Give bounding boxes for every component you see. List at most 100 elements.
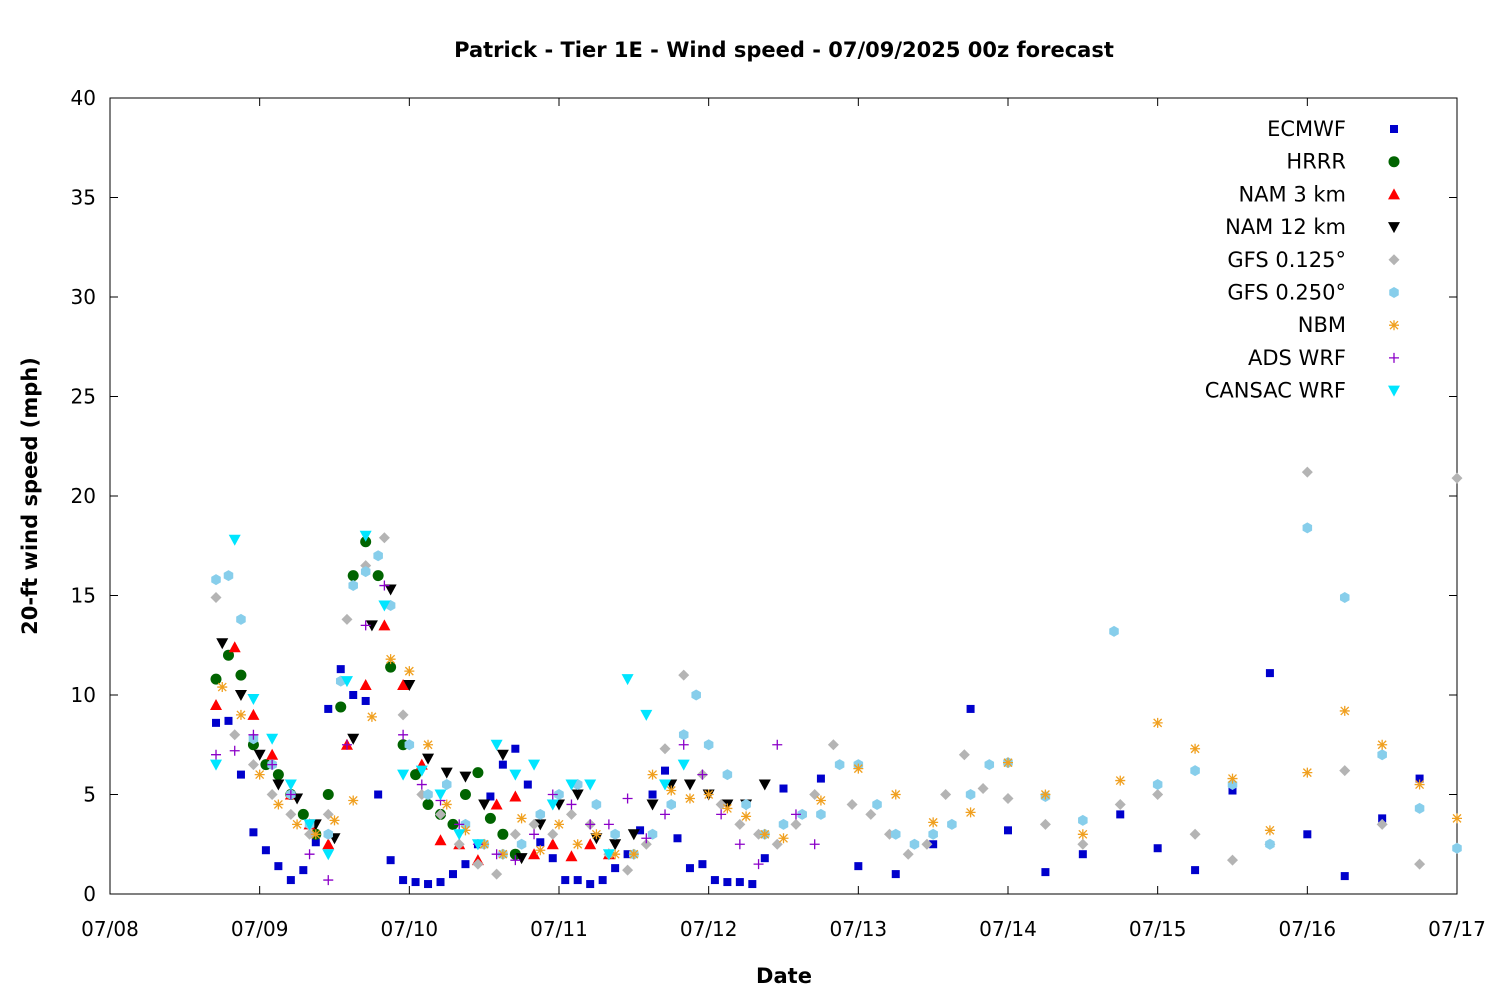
data-point-ecmwf — [1116, 810, 1125, 819]
y-tick-label: 40 — [71, 86, 96, 110]
data-point-cansac-wrf — [303, 819, 316, 831]
data-point-ads-wrf — [248, 729, 259, 740]
data-point-ecmwf — [735, 878, 744, 887]
data-point-ads-wrf — [454, 819, 465, 830]
data-point-cansac-wrf — [677, 759, 690, 771]
data-point-ecmwf — [436, 878, 445, 887]
data-point-cansac-wrf — [434, 789, 447, 801]
data-point-ecmwf — [760, 854, 769, 863]
data-point-ads-wrf — [790, 809, 801, 820]
y-axis-ticks: 0 5 10 15 20 25 30 35 40 — [71, 86, 1457, 906]
legend-label: ADS WRF — [1248, 346, 1346, 370]
data-point-ecmwf — [424, 880, 433, 889]
data-point-cansac-wrf — [340, 676, 353, 688]
data-point-cansac-wrf — [602, 849, 615, 861]
data-point-ecmwf — [636, 826, 645, 835]
data-point-ecmwf — [261, 846, 270, 855]
data-point-gfs-0-250 — [554, 789, 564, 800]
data-point-nam-12-km — [496, 749, 509, 761]
series-ecmwf — [212, 665, 1424, 889]
data-point-hrrr — [372, 570, 384, 582]
y-axis-label: 20-ft wind speed (mph) — [18, 357, 42, 635]
data-point-gfs-0-125 — [865, 808, 877, 820]
data-point-hrrr — [297, 808, 309, 820]
data-point-nbm — [554, 819, 564, 830]
legend-marker — [1388, 188, 1400, 200]
data-point-ecmwf — [698, 860, 707, 869]
data-point-nbm — [928, 817, 939, 828]
data-point-nbm — [348, 795, 359, 806]
data-point-ecmwf — [586, 880, 595, 889]
legend-label: GFS 0.250° — [1227, 281, 1346, 305]
data-point-ecmwf — [710, 876, 719, 885]
data-point-gfs-0-250 — [1109, 625, 1119, 637]
data-point-ecmwf — [598, 876, 607, 885]
data-point-gfs-0-125 — [1039, 818, 1051, 830]
data-point-gfs-0-250 — [703, 739, 714, 751]
data-point-nam-3-km — [247, 708, 260, 720]
data-point-gfs-0-250 — [1152, 779, 1163, 791]
data-point-nam-3-km — [228, 641, 241, 653]
data-point-gfs-0-125 — [247, 759, 259, 771]
data-point-gfs-0-125 — [1077, 838, 1089, 850]
data-point-hrrr — [497, 828, 509, 840]
data-point-nam-12-km — [459, 771, 472, 783]
data-point-cansac-wrf — [415, 765, 428, 777]
series-cansac-wrf — [210, 530, 690, 861]
legend-marker — [1390, 125, 1398, 133]
data-point-gfs-0-125 — [790, 818, 802, 830]
data-point-ads-wrf — [379, 580, 390, 591]
data-point-nam-3-km — [546, 838, 559, 850]
data-point-nbm — [460, 825, 471, 836]
data-point-gfs-0-250 — [872, 798, 882, 810]
x-tick-label: 07/15 — [1129, 917, 1187, 941]
data-point-gfs-0-125 — [1002, 792, 1014, 804]
data-point-nbm — [778, 833, 789, 844]
x-tick-label: 07/08 — [81, 917, 139, 941]
data-point-nam-3-km — [565, 850, 578, 862]
data-point-gfs-0-125 — [435, 808, 447, 820]
data-point-nbm — [404, 666, 415, 677]
data-point-nbm — [1190, 743, 1201, 754]
data-point-cansac-wrf — [659, 779, 672, 791]
data-point-nbm — [890, 789, 901, 800]
data-point-nam-12-km — [571, 789, 584, 801]
data-point-cansac-wrf — [471, 839, 484, 851]
data-point-nbm — [1077, 829, 1088, 840]
data-point-cansac-wrf — [210, 759, 223, 771]
legend: ECMWF HRRR NAM 3 km NAM 12 km GFS 0.125° GFS … — [1205, 117, 1400, 403]
x-tick-label: 07/14 — [979, 917, 1037, 941]
data-point-cansac-wrf — [621, 674, 634, 686]
data-point-ecmwf — [386, 856, 395, 865]
data-point-gfs-0-125 — [266, 789, 278, 800]
x-tick-label: 07/10 — [381, 917, 439, 941]
data-point-gfs-0-125 — [977, 783, 989, 795]
data-point-gfs-0-125 — [715, 798, 727, 810]
data-point-nam-12-km — [683, 779, 696, 791]
data-point-ads-wrf — [267, 759, 278, 770]
data-point-gfs-0-250 — [722, 769, 733, 781]
data-point-gfs-0-250 — [778, 818, 789, 830]
data-point-ads-wrf — [229, 745, 240, 756]
data-point-gfs-0-250 — [535, 808, 546, 820]
data-point-gfs-0-125 — [378, 532, 390, 544]
data-point-ecmwf — [779, 784, 788, 793]
data-point-gfs-0-125 — [659, 743, 671, 755]
data-point-nam-12-km — [234, 690, 247, 701]
data-point-ads-wrf — [585, 819, 596, 830]
data-point-hrrr — [322, 789, 334, 800]
data-point-nam-12-km — [646, 799, 659, 811]
data-point-gfs-0-125 — [472, 858, 484, 870]
data-point-gfs-0-125 — [509, 828, 521, 840]
data-point-hrrr — [222, 649, 234, 661]
data-point-ecmwf — [816, 774, 825, 783]
data-point-ads-wrf — [641, 833, 652, 844]
legend-label: HRRR — [1286, 150, 1346, 174]
data-point-ads-wrf — [491, 849, 502, 860]
data-point-nbm — [610, 849, 621, 860]
data-point-nbm — [273, 799, 284, 810]
x-axis-ticks: 07/08 07/09 07/10 07/11 07/12 07/13 07/14 07/15… — [81, 98, 1486, 941]
data-point-ecmwf — [1153, 844, 1162, 853]
data-point-nbm — [666, 785, 677, 796]
data-point-gfs-0-125 — [285, 808, 297, 820]
